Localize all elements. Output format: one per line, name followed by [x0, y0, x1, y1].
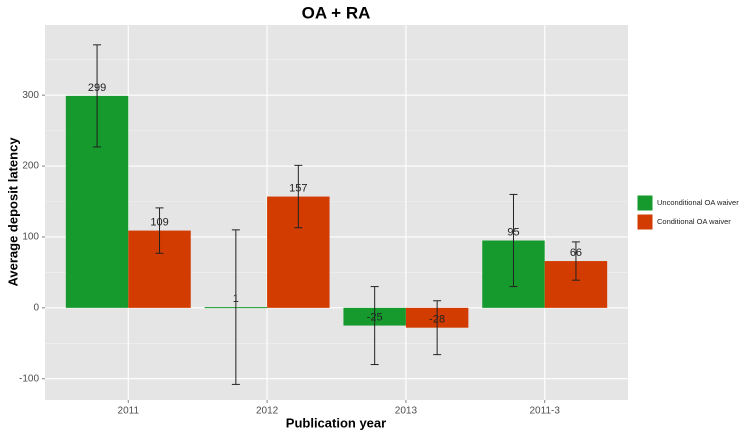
- y-tick-label: 200: [22, 161, 39, 172]
- x-axis-label: Publication year: [286, 415, 386, 430]
- data-label: 66: [570, 247, 582, 259]
- x-tick-label: 2011-3: [530, 406, 561, 417]
- error-bar: [231, 229, 240, 385]
- data-label: 109: [150, 216, 168, 228]
- y-tick-label: -100: [19, 373, 39, 384]
- data-label: -25: [367, 311, 383, 323]
- error-bar: [509, 193, 518, 288]
- y-tick-label: 300: [22, 90, 39, 101]
- data-label: 1: [233, 293, 239, 305]
- data-label: 95: [507, 226, 519, 238]
- legend-label: Conditional OA waiver: [657, 217, 731, 226]
- chart-title: OA + RA: [302, 3, 371, 22]
- plot-panel: [45, 25, 628, 400]
- legend-swatch: [636, 213, 654, 231]
- legend-label: Unconditional OA waiver: [657, 198, 739, 207]
- error-bar: [370, 286, 379, 366]
- data-label: 157: [289, 182, 307, 194]
- error-bar: [571, 241, 580, 281]
- x-tick-label: 2011: [118, 406, 140, 417]
- data-label: -28: [429, 314, 445, 326]
- error-bar: [294, 164, 303, 229]
- x-tick-label: 2012: [256, 406, 279, 417]
- error-bar: [155, 207, 164, 254]
- error-bar: [93, 44, 102, 148]
- y-tick-label: 100: [22, 232, 39, 243]
- legend-swatch: [636, 194, 654, 212]
- y-tick-label: 0: [33, 302, 39, 313]
- y-axis-label: Average deposit latency: [5, 137, 20, 287]
- error-bar: [433, 300, 442, 356]
- data-label: 299: [88, 82, 106, 94]
- x-tick-label: 2013: [395, 406, 418, 417]
